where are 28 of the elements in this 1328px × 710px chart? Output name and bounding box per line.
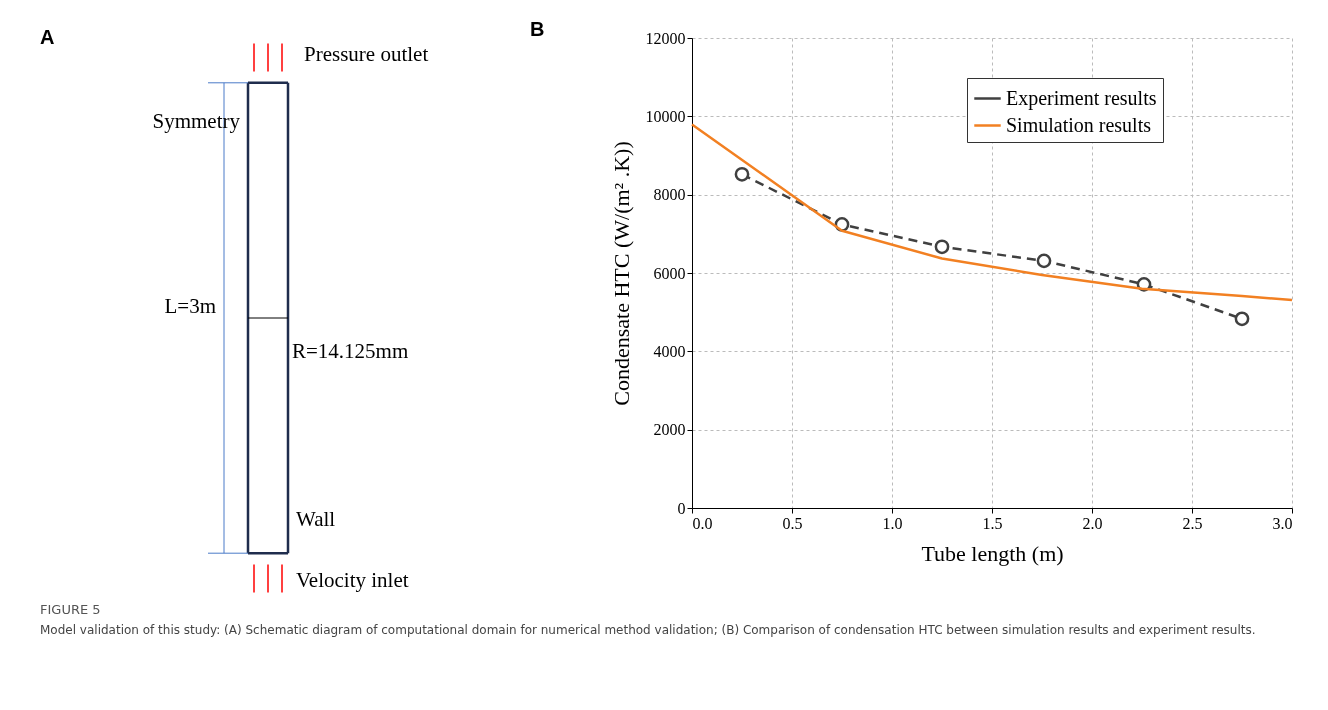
text: Wall [296, 506, 336, 531]
text: Velocity inlet [296, 568, 409, 593]
x-tick-label: 2.5 [1182, 514, 1203, 532]
text: Pressure outlet [304, 41, 429, 66]
y-tick-label: 10000 [645, 107, 686, 125]
caption: FIGURE 5 [40, 602, 101, 617]
x-tick-label: 0.0 [692, 514, 713, 532]
text: Symmetry [152, 109, 241, 133]
text: A [40, 26, 55, 48]
y-tick-label: 2000 [653, 421, 686, 439]
y-tick-label: 4000 [653, 342, 686, 360]
y-axis-title: Condensate HTC (W/(m² .K)) [608, 141, 634, 406]
text: R=14.125mm [292, 338, 409, 363]
x-tick-label: 2.0 [1082, 514, 1103, 532]
y-tick-label: 12000 [645, 29, 686, 47]
legend-label: Experiment results [1006, 86, 1157, 110]
x-axis-title: Tube length (m) [921, 540, 1064, 566]
x-tick-label: 0.5 [782, 514, 803, 532]
x-tick-label: 3.0 [1272, 514, 1293, 532]
chart-title: B [530, 18, 545, 40]
y-tick-label: 8000 [653, 186, 686, 204]
legend-label: Simulation results [1006, 113, 1152, 136]
x-tick-label: 1.0 [882, 514, 903, 532]
text: L=3m [164, 293, 216, 318]
text: Model validation of this study: (A) Schematic diagram of computational domain for numerical method validation; (B) Comparison of condensation HTC between simulation results and experiment results. [40, 623, 1256, 637]
x-tick-label: 1.5 [982, 514, 1003, 532]
y-tick-label: 0 [677, 499, 686, 517]
y-tick-label: 6000 [653, 264, 686, 282]
